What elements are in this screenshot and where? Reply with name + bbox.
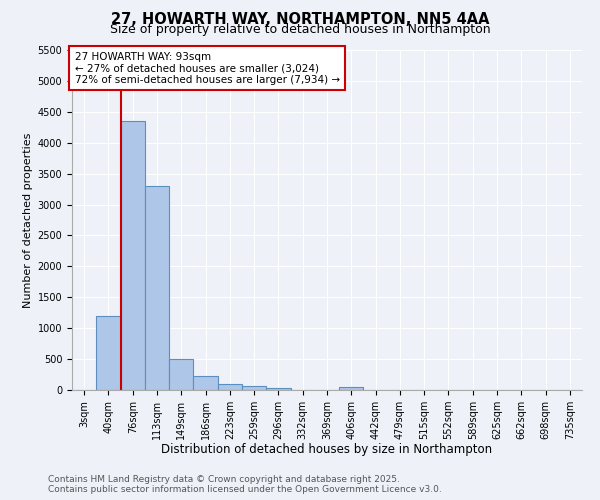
Text: 27, HOWARTH WAY, NORTHAMPTON, NN5 4AA: 27, HOWARTH WAY, NORTHAMPTON, NN5 4AA bbox=[111, 12, 489, 28]
Bar bbox=[96, 316, 121, 390]
Y-axis label: Number of detached properties: Number of detached properties bbox=[23, 132, 34, 308]
X-axis label: Distribution of detached houses by size in Northampton: Distribution of detached houses by size … bbox=[161, 444, 493, 456]
Bar bbox=[218, 384, 242, 390]
Bar bbox=[169, 359, 193, 390]
Bar bbox=[145, 186, 169, 390]
Bar bbox=[193, 376, 218, 390]
Text: Size of property relative to detached houses in Northampton: Size of property relative to detached ho… bbox=[110, 22, 490, 36]
Text: 27 HOWARTH WAY: 93sqm
← 27% of detached houses are smaller (3,024)
72% of semi-d: 27 HOWARTH WAY: 93sqm ← 27% of detached … bbox=[74, 52, 340, 85]
Bar bbox=[339, 387, 364, 390]
Bar bbox=[121, 121, 145, 390]
Bar bbox=[266, 388, 290, 390]
Bar bbox=[242, 386, 266, 390]
Text: Contains HM Land Registry data © Crown copyright and database right 2025.
Contai: Contains HM Land Registry data © Crown c… bbox=[48, 474, 442, 494]
